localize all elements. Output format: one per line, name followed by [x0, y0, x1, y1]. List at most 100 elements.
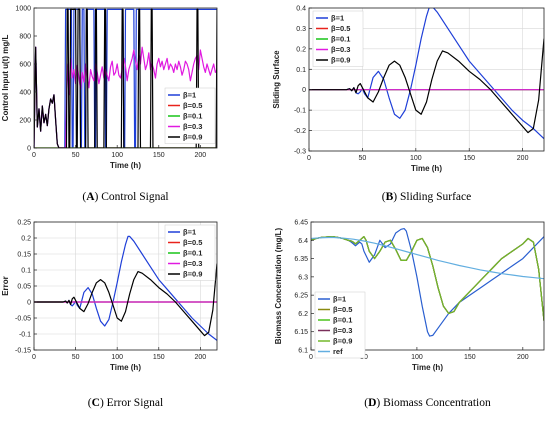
x-tick-label: 50	[72, 152, 80, 159]
legend-entry: β=0.1	[183, 112, 202, 121]
y-tick-label: 0.2	[296, 46, 306, 53]
y-tick-label: -0.2	[294, 128, 306, 135]
legend-entry: β=0.1	[333, 316, 352, 325]
legend-entry: β=0.5	[333, 305, 352, 314]
y-tick-label: 6.45	[294, 220, 308, 227]
legend-entry: β=0.9	[183, 270, 202, 279]
x-tick-label: 50	[72, 354, 80, 361]
x-tick-label: 200	[195, 354, 207, 361]
y-tick-label: 0.1	[21, 268, 31, 275]
x-tick-label: 150	[153, 152, 165, 159]
axes-frame	[33, 7, 218, 149]
chart-panel-1: 0 50 100 150 200 0 200 400 600 800 1000 Time (h) Con…	[1, 6, 218, 203]
series-group	[34, 235, 217, 341]
legend-entry: β=0.3	[183, 122, 202, 131]
legend-entry: β=0.5	[183, 101, 202, 110]
panel-caption: (B) Sliding Surface	[382, 191, 471, 203]
x-tick-label: 150	[463, 155, 475, 162]
series-line-5	[34, 263, 217, 337]
x-tick-label: 150	[464, 354, 476, 361]
legend-entry: β=1	[183, 91, 196, 100]
series-group	[311, 227, 544, 337]
axes-frame	[310, 221, 545, 351]
legend-entry: β=0.3	[333, 326, 352, 335]
legend: β=1β=0.5 β=0.1β=0.3 β=0.9	[164, 224, 216, 281]
panel-caption: (D) Biomass Concentration	[364, 397, 491, 409]
y-tick-label: -0.1	[294, 108, 306, 115]
y-tick-label: 0	[302, 87, 306, 94]
y-tick-label: 6.3	[298, 274, 308, 281]
x-tick-label: 200	[517, 354, 529, 361]
y-tick-label: 0.1	[296, 67, 306, 74]
y-tick-label: 400	[19, 90, 31, 97]
series-line-6	[311, 236, 544, 280]
legend: β=1β=0.5 β=0.1β=0.3 β=0.9	[312, 10, 364, 67]
x-axis-label: Time (h)	[411, 164, 442, 173]
series-line-5	[34, 8, 217, 148]
x-axis-label: Time (h)	[412, 363, 443, 372]
y-tick-label: 0.3	[296, 26, 306, 33]
x-tick-label: 200	[517, 155, 529, 162]
y-tick-label: 6.25	[294, 293, 308, 300]
legend: β=1β=0.5 β=0.1β=0.3 β=0.9	[164, 87, 216, 144]
legend-entry: β=0.1	[331, 35, 350, 44]
y-tick-label: -0.3	[294, 149, 306, 156]
legend-entry: β=0.1	[183, 249, 202, 258]
legend-entry: β=1	[333, 295, 346, 304]
legend-entry: β=1	[183, 228, 196, 237]
x-tick-label: 0	[32, 354, 36, 361]
x-tick-label: 200	[195, 152, 207, 159]
y-tick-label: 6.2	[298, 311, 308, 318]
legend-entry: β=0.9	[331, 56, 350, 65]
x-axis-label: Time (h)	[110, 363, 141, 372]
series-line-5	[309, 38, 544, 134]
x-tick-label: 0	[307, 155, 311, 162]
series-line-1	[34, 235, 217, 341]
y-tick-label: 800	[19, 34, 31, 41]
y-tick-label: 0.4	[296, 6, 306, 13]
x-tick-label: 50	[359, 155, 367, 162]
legend-entry: β=0.5	[331, 24, 350, 33]
y-axis-label: Control Input u(t) mg/L	[1, 35, 10, 122]
y-tick-label: 200	[19, 118, 31, 125]
y-tick-label: 0.2	[21, 236, 31, 243]
chart-panel-2: 0 50 100 150 200 -0.3 -0.2 -0.1 0 0.1 0.2 0.3 0.4 Tim…	[272, 6, 545, 203]
y-axis-label: Sliding Surface	[272, 50, 281, 109]
legend-entry: ref	[333, 347, 343, 356]
y-tick-label: -0.15	[15, 348, 31, 355]
legend-box	[314, 291, 366, 359]
y-tick-label: 6.35	[294, 256, 308, 263]
y-tick-label: 6.1	[298, 348, 308, 355]
legend-entry: β=0.9	[183, 133, 202, 142]
y-tick-label: 6.4	[298, 238, 308, 245]
x-tick-label: 100	[411, 354, 423, 361]
series-line-4	[34, 46, 217, 148]
chart-panel-4: 0501001502006.16.156.26.256.36.356.46.45…	[274, 220, 545, 409]
series-group	[309, 8, 544, 140]
series-group	[34, 8, 217, 148]
y-tick-label: -0.1	[19, 332, 31, 339]
y-tick-label: -0.05	[15, 316, 31, 323]
legend-entry: β=0.9	[333, 337, 352, 346]
y-tick-label: 0	[27, 146, 31, 153]
series-line-1	[309, 8, 544, 140]
x-tick-label: 150	[153, 354, 165, 361]
y-tick-label: 0.25	[17, 220, 31, 227]
chart-panel-3: 0 50 100 150 200 -0.15 -0.1 -0.05 0 0.05 0.1 0.15 0.…	[1, 220, 218, 409]
y-tick-label: 0	[27, 300, 31, 307]
x-axis-label: Time (h)	[110, 161, 141, 170]
y-axis-label: Biomass Concentration (mg/L)	[274, 227, 283, 344]
y-tick-label: 1000	[15, 6, 31, 13]
x-tick-label: 0	[309, 354, 313, 361]
y-tick-label: 0.15	[17, 252, 31, 259]
x-tick-label: 100	[410, 155, 422, 162]
x-tick-label: 100	[111, 354, 123, 361]
axes-frame	[308, 7, 545, 152]
panel-caption: (A) Control Signal	[82, 191, 168, 203]
y-tick-label: 6.15	[294, 329, 308, 336]
legend-entry: β=0.3	[183, 259, 202, 268]
y-tick-label: 600	[19, 62, 31, 69]
legend-entry: β=0.5	[183, 238, 202, 247]
